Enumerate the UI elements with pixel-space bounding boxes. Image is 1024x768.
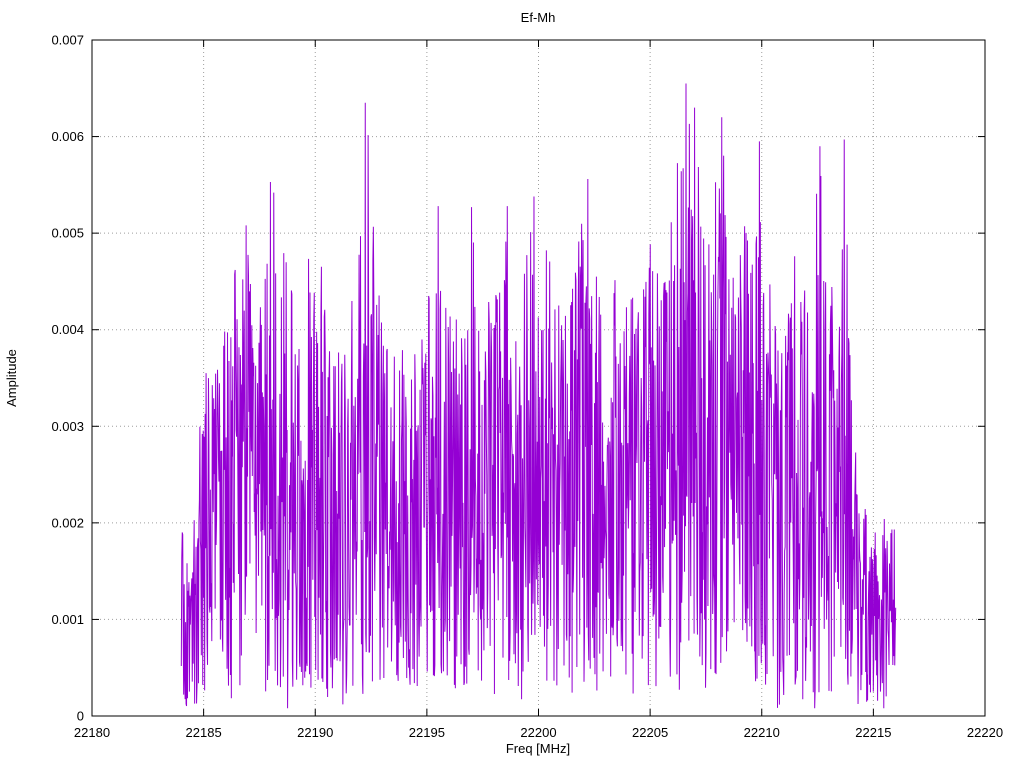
x-tick-label: 22205 <box>632 725 668 740</box>
x-tick-label: 22195 <box>409 725 445 740</box>
x-tick-label: 22210 <box>744 725 780 740</box>
y-tick-label: 0 <box>77 709 84 724</box>
y-tick-label: 0.004 <box>51 322 84 337</box>
y-tick-label: 0.002 <box>51 515 84 530</box>
x-tick-label: 22220 <box>967 725 1003 740</box>
chart-title: Ef-Mh <box>521 10 556 25</box>
x-tick-label: 22215 <box>855 725 891 740</box>
x-axis-label: Freq [MHz] <box>506 741 570 756</box>
y-tick-label: 0.003 <box>51 419 84 434</box>
y-tick-label: 0.006 <box>51 129 84 144</box>
x-tick-label: 22200 <box>520 725 556 740</box>
x-tick-label: 22180 <box>74 725 110 740</box>
plot-border <box>91 39 986 717</box>
axes-layer: 22180 22185 22190 22195 22200 22205 22210 22215… <box>51 33 1003 741</box>
series-line <box>180 83 897 709</box>
y-tick-label: 0.001 <box>51 612 84 627</box>
y-axis-label: Amplitude <box>4 349 19 407</box>
x-tick-label: 22190 <box>297 725 333 740</box>
y-tick-label: 0.005 <box>51 226 84 241</box>
series-layer <box>180 83 897 709</box>
y-tick-label: 0.007 <box>51 33 84 48</box>
x-tick-label: 22185 <box>186 725 222 740</box>
